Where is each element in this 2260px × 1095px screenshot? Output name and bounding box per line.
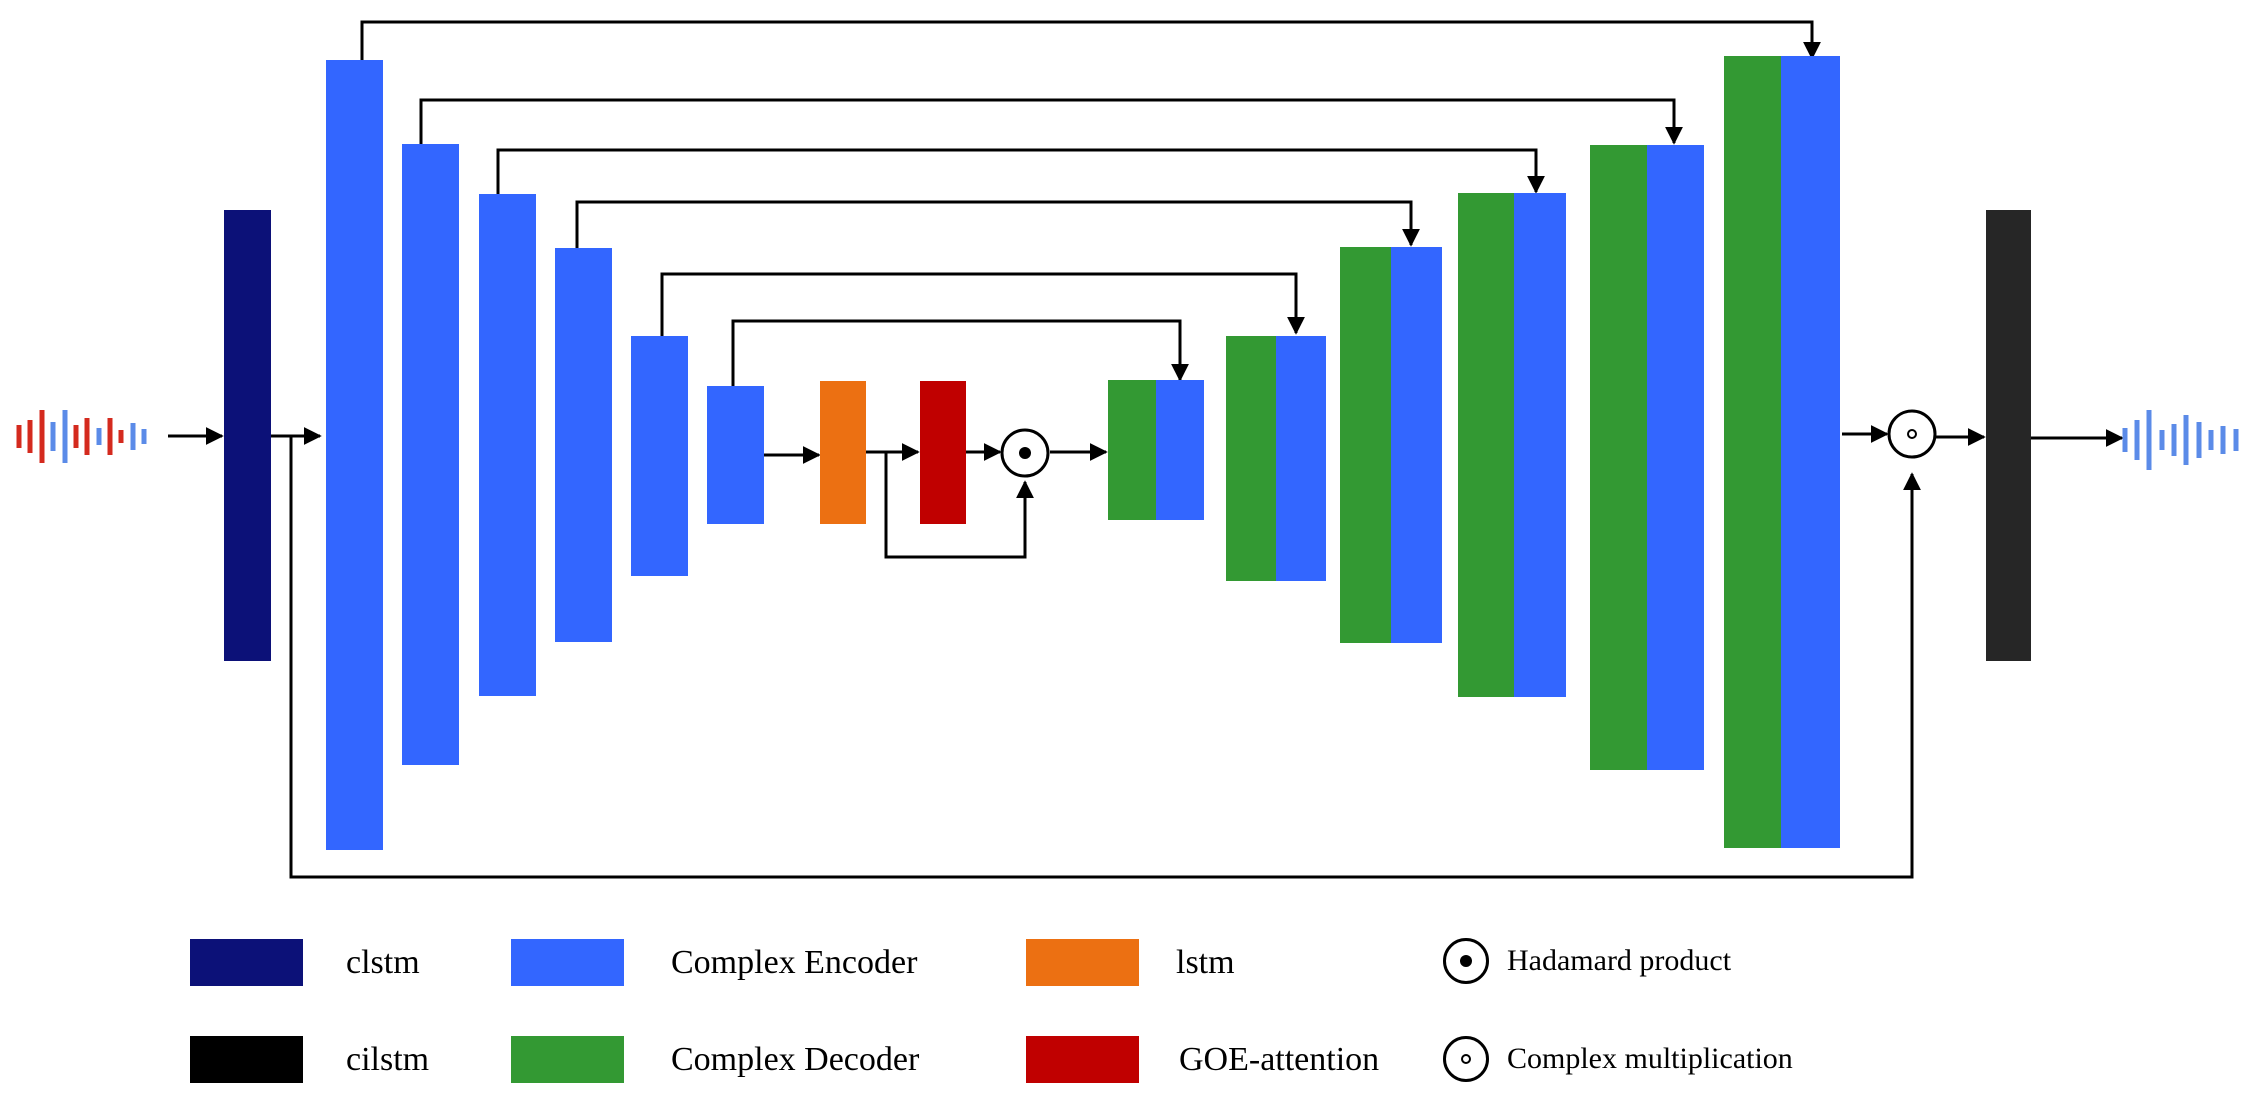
decoder-block-4 bbox=[1458, 193, 1566, 697]
encoder-block-1 bbox=[326, 60, 383, 850]
residual-branch bbox=[884, 452, 1034, 559]
skip-connection-2 bbox=[419, 98, 1683, 145]
decoder-block-6 bbox=[1724, 56, 1840, 848]
decoder-block-1 bbox=[1108, 380, 1204, 520]
encoder-block-6 bbox=[707, 386, 764, 524]
attention-block bbox=[920, 381, 966, 524]
encoder-block-4 bbox=[555, 248, 612, 642]
output-waveform-icon bbox=[2122, 410, 2239, 470]
encoder-block-2 bbox=[402, 144, 459, 765]
skip-connection-3 bbox=[496, 148, 1545, 194]
skip-connection-6 bbox=[731, 319, 1189, 386]
lstm-block bbox=[820, 381, 866, 524]
cilstm-block bbox=[1986, 210, 2031, 661]
input-waveform-icon bbox=[16, 410, 147, 463]
clstm-block bbox=[224, 210, 271, 661]
global-skip-connection bbox=[289, 436, 1921, 879]
hadamard-product-icon bbox=[1000, 428, 1050, 478]
decoder-block-3 bbox=[1340, 247, 1442, 643]
skip-connection-1 bbox=[360, 20, 1821, 60]
skip-connection-5 bbox=[660, 272, 1305, 336]
decoder-block-5 bbox=[1590, 145, 1704, 770]
encoder-block-3 bbox=[479, 194, 536, 696]
encoder-block-5 bbox=[631, 336, 688, 576]
skip-connection-4 bbox=[575, 200, 1420, 248]
complex-multiplication-icon bbox=[1887, 409, 1937, 459]
decoder-block-2 bbox=[1226, 336, 1326, 581]
